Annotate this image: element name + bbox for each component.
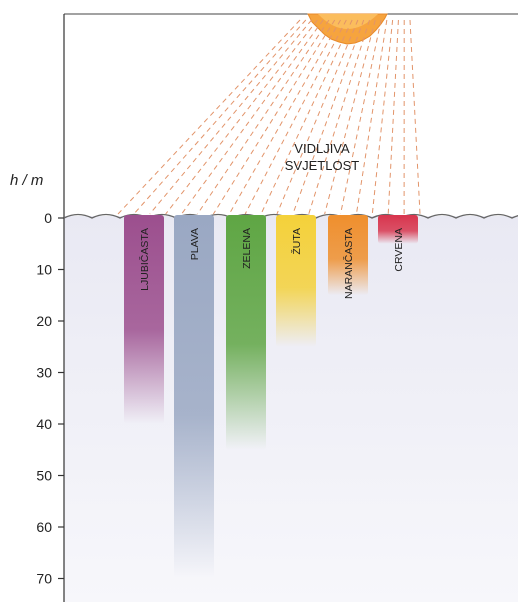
band-2	[174, 215, 214, 579]
depth-tick-label: 0	[44, 210, 52, 226]
visible-light-label-line2: SVJETLOST	[285, 158, 359, 173]
band-label: CRVENA	[393, 228, 405, 272]
depth-tick-label: 50	[36, 468, 52, 484]
light-ray	[181, 19, 324, 215]
band-5	[328, 215, 368, 296]
light-ray	[149, 19, 312, 215]
band-6	[378, 215, 418, 244]
depth-tick-label: 40	[36, 416, 52, 432]
depth-tick-label: 60	[36, 519, 52, 535]
band-label: LJUBIČASTA	[138, 228, 151, 291]
light-ray	[197, 19, 330, 215]
light-ray	[371, 19, 394, 215]
light-ray	[117, 19, 301, 215]
band-3	[226, 215, 266, 450]
light-ray	[228, 19, 341, 215]
color-bands: LJUBIČASTA PLAVA ZELENA ŽUTA NARANČASTA CRVEN…	[124, 215, 418, 579]
band-label: NARANČASTA	[342, 228, 355, 299]
band-label: ŽUTA	[290, 228, 303, 255]
depth-ticks: 0 10 20 30 40 50 60 70	[36, 210, 64, 587]
light-ray	[355, 19, 388, 215]
light-ray	[409, 19, 421, 215]
band-4	[276, 215, 316, 347]
light-ray	[133, 19, 307, 215]
light-ray	[244, 19, 347, 215]
light-ray	[324, 19, 376, 215]
band-label: ZELENA	[241, 228, 253, 269]
light-ray	[260, 19, 353, 215]
band-1	[124, 215, 164, 424]
light-ray	[212, 19, 336, 215]
light-ray	[340, 19, 382, 215]
light-ray	[308, 19, 370, 215]
light-ray	[165, 19, 318, 215]
depth-axis-label: h / m	[10, 172, 43, 189]
band-label: PLAVA	[189, 228, 201, 260]
light-ray	[292, 19, 365, 215]
depth-tick-label: 70	[36, 571, 52, 587]
depth-tick-label: 20	[36, 313, 52, 329]
light-ray	[276, 19, 359, 215]
visible-light-label-line1: VIDLJIVA	[294, 141, 350, 156]
depth-tick-label: 30	[36, 365, 52, 381]
light-rays	[117, 19, 421, 215]
depth-tick-label: 10	[36, 262, 52, 278]
